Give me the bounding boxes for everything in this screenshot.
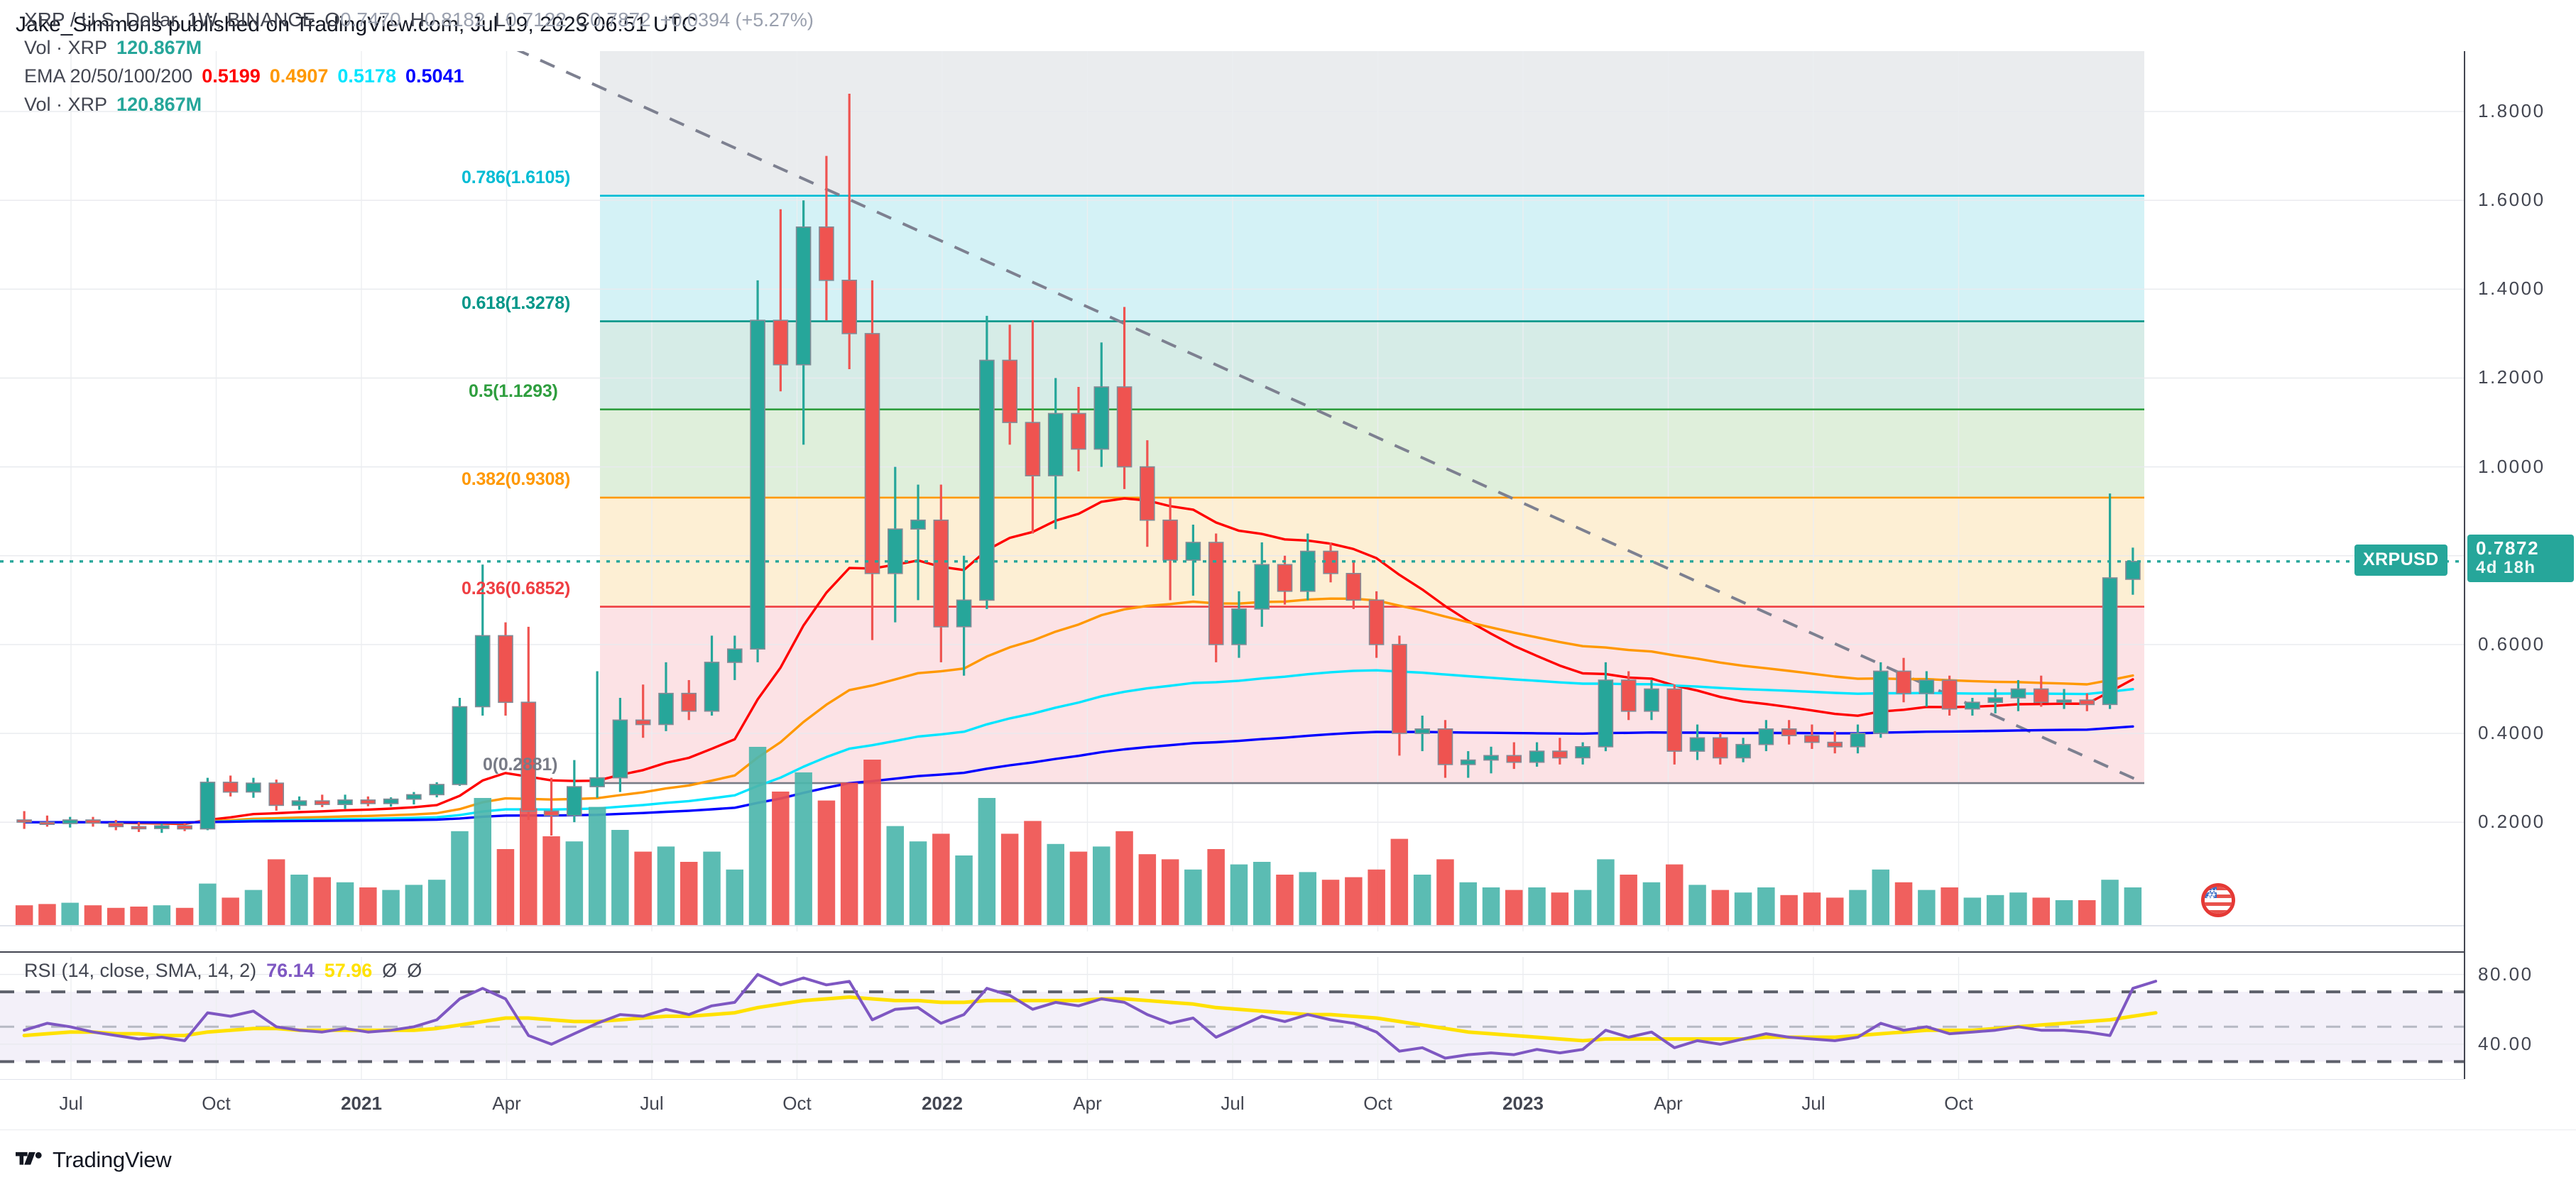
fib-level-label-0_5: 0.5(1.1293) bbox=[469, 381, 558, 401]
time-tick-apr: Apr bbox=[1073, 1093, 1102, 1114]
time-tick-2022: 2022 bbox=[922, 1093, 963, 1114]
fib-level-label-0_236: 0.236(0.6852) bbox=[462, 578, 571, 598]
rsi-legend-nil-1: Ø bbox=[382, 960, 398, 981]
current-price-value: 0.7872 bbox=[2476, 537, 2540, 559]
time-tick-oct: Oct bbox=[1363, 1093, 1392, 1114]
flag-stripes bbox=[2205, 887, 2232, 914]
price-chart-canvas bbox=[0, 51, 2464, 931]
time-tick-jul: Jul bbox=[1801, 1093, 1825, 1114]
price-tick-1_2000: 1.2000 bbox=[2478, 366, 2545, 388]
price-axis[interactable]: 1.8000 1.6000 1.4000 1.2000 1.0000 0.6000 0.40… bbox=[2464, 51, 2576, 1079]
bar-countdown: 4d 18h bbox=[2476, 557, 2536, 577]
time-tick-2023: 2023 bbox=[1502, 1093, 1544, 1114]
price-tick-1_8000: 1.8000 bbox=[2478, 100, 2545, 122]
time-tick-apr: Apr bbox=[1654, 1093, 1683, 1114]
fib-level-label-0_618: 0.618(1.3278) bbox=[462, 292, 571, 313]
time-tick-jul: Jul bbox=[59, 1093, 83, 1114]
publisher-attribution: Jake_Simmons published on TradingView.co… bbox=[16, 13, 697, 36]
time-axis[interactable]: Jul Oct 2021 Apr Jul Oct 2022 Apr Jul Oct 2023 Apr J… bbox=[0, 1079, 2464, 1130]
time-tick-oct: Oct bbox=[202, 1093, 231, 1114]
rsi-canvas bbox=[0, 957, 2464, 1079]
fib-level-label-0: 0(0.2881) bbox=[483, 755, 558, 775]
us-flag-event-icon[interactable]: ★ ★ ★ ★ ★ ★ ★ bbox=[2201, 883, 2235, 917]
footer-divider bbox=[0, 1129, 2576, 1130]
price-tick-0_4000: 0.4000 bbox=[2478, 722, 2545, 744]
flag-canton: ★ ★ ★ ★ ★ ★ ★ bbox=[2205, 887, 2219, 902]
rsi-tick-80_00: 80.00 bbox=[2478, 963, 2533, 985]
rsi-legend: RSI (14, close, SMA, 14, 2) 76.14 57.96 … bbox=[24, 960, 422, 982]
rsi-legend-value: 76.14 bbox=[266, 960, 315, 981]
tradingview-wordmark: TradingView bbox=[53, 1147, 172, 1172]
tradingview-mark-icon bbox=[16, 1152, 42, 1165]
time-tick-2021: 2021 bbox=[341, 1093, 382, 1114]
time-tick-oct: Oct bbox=[1944, 1093, 1973, 1114]
time-tick-oct: Oct bbox=[782, 1093, 812, 1114]
price-tick-0_6000: 0.6000 bbox=[2478, 633, 2545, 655]
fib-level-label-0_786: 0.786(1.6105) bbox=[462, 167, 571, 187]
price-tick-1_0000: 1.0000 bbox=[2478, 455, 2545, 477]
current-price-tag[interactable]: 0.7872 4d 18h bbox=[2467, 534, 2574, 582]
tradingview-logo[interactable]: TradingView bbox=[16, 1147, 172, 1173]
rsi-tick-40_00: 40.00 bbox=[2478, 1032, 2533, 1054]
price-tick-1_4000: 1.4000 bbox=[2478, 278, 2545, 300]
symbol-price-badge[interactable]: XRPUSD bbox=[2354, 544, 2447, 576]
rsi-legend-nil-2: Ø bbox=[407, 960, 422, 981]
price-tick-1_6000: 1.6000 bbox=[2478, 189, 2545, 211]
pane-separator[interactable] bbox=[0, 951, 2464, 953]
time-tick-apr: Apr bbox=[492, 1093, 521, 1114]
rsi-legend-sma-value: 57.96 bbox=[324, 960, 373, 981]
rsi-pane[interactable] bbox=[0, 957, 2464, 1079]
price-tick-0_2000: 0.2000 bbox=[2478, 811, 2545, 833]
price-chart-pane[interactable] bbox=[0, 51, 2464, 931]
fib-level-label-0_382: 0.382(0.9308) bbox=[462, 469, 571, 489]
rsi-legend-name: RSI (14, close, SMA, 14, 2) bbox=[24, 960, 257, 981]
time-tick-jul: Jul bbox=[640, 1093, 664, 1114]
time-tick-jul: Jul bbox=[1221, 1093, 1245, 1114]
